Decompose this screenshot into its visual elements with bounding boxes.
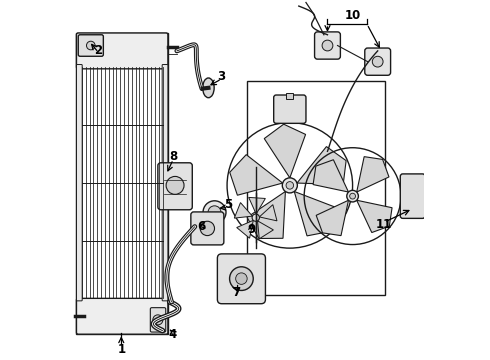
Circle shape bbox=[350, 193, 355, 199]
Text: 2: 2 bbox=[95, 44, 103, 57]
FancyBboxPatch shape bbox=[218, 254, 266, 304]
Circle shape bbox=[322, 40, 333, 51]
Circle shape bbox=[347, 190, 358, 202]
Text: 5: 5 bbox=[224, 198, 232, 211]
Bar bbox=[76, 33, 168, 334]
Circle shape bbox=[286, 181, 294, 189]
Circle shape bbox=[203, 201, 226, 224]
FancyBboxPatch shape bbox=[78, 35, 103, 56]
FancyBboxPatch shape bbox=[150, 308, 166, 332]
Text: 3: 3 bbox=[218, 69, 226, 82]
Polygon shape bbox=[357, 157, 389, 192]
Polygon shape bbox=[313, 160, 348, 192]
Text: 4: 4 bbox=[169, 328, 177, 341]
Circle shape bbox=[200, 221, 215, 235]
FancyBboxPatch shape bbox=[365, 48, 391, 75]
Circle shape bbox=[208, 206, 221, 219]
Polygon shape bbox=[297, 147, 346, 185]
Circle shape bbox=[166, 176, 184, 194]
FancyBboxPatch shape bbox=[315, 32, 341, 59]
Text: 9: 9 bbox=[247, 223, 256, 236]
FancyBboxPatch shape bbox=[162, 64, 168, 301]
Polygon shape bbox=[237, 220, 253, 238]
FancyBboxPatch shape bbox=[191, 212, 224, 245]
FancyBboxPatch shape bbox=[76, 298, 168, 334]
Text: 8: 8 bbox=[169, 150, 177, 163]
FancyBboxPatch shape bbox=[400, 174, 425, 219]
Polygon shape bbox=[249, 197, 266, 214]
Polygon shape bbox=[230, 155, 283, 195]
Circle shape bbox=[282, 178, 297, 193]
Text: 1: 1 bbox=[117, 343, 125, 356]
Circle shape bbox=[230, 267, 253, 291]
Text: 10: 10 bbox=[344, 9, 361, 22]
Text: 6: 6 bbox=[197, 220, 205, 233]
Circle shape bbox=[87, 41, 95, 50]
FancyBboxPatch shape bbox=[274, 95, 306, 123]
Polygon shape bbox=[316, 200, 348, 236]
Polygon shape bbox=[259, 205, 277, 221]
Circle shape bbox=[236, 273, 247, 284]
Polygon shape bbox=[247, 192, 285, 238]
Polygon shape bbox=[234, 203, 252, 218]
FancyBboxPatch shape bbox=[158, 163, 192, 210]
Bar bbox=[286, 93, 294, 99]
Polygon shape bbox=[357, 200, 392, 233]
Bar bbox=[247, 81, 385, 295]
Circle shape bbox=[372, 56, 383, 67]
Ellipse shape bbox=[203, 78, 214, 98]
Polygon shape bbox=[294, 192, 338, 236]
Text: 7: 7 bbox=[233, 287, 241, 300]
FancyBboxPatch shape bbox=[76, 64, 82, 301]
Polygon shape bbox=[258, 221, 273, 239]
Text: 11: 11 bbox=[376, 218, 392, 231]
Circle shape bbox=[252, 214, 259, 221]
Polygon shape bbox=[264, 124, 306, 178]
FancyBboxPatch shape bbox=[76, 33, 168, 69]
Circle shape bbox=[153, 315, 163, 325]
